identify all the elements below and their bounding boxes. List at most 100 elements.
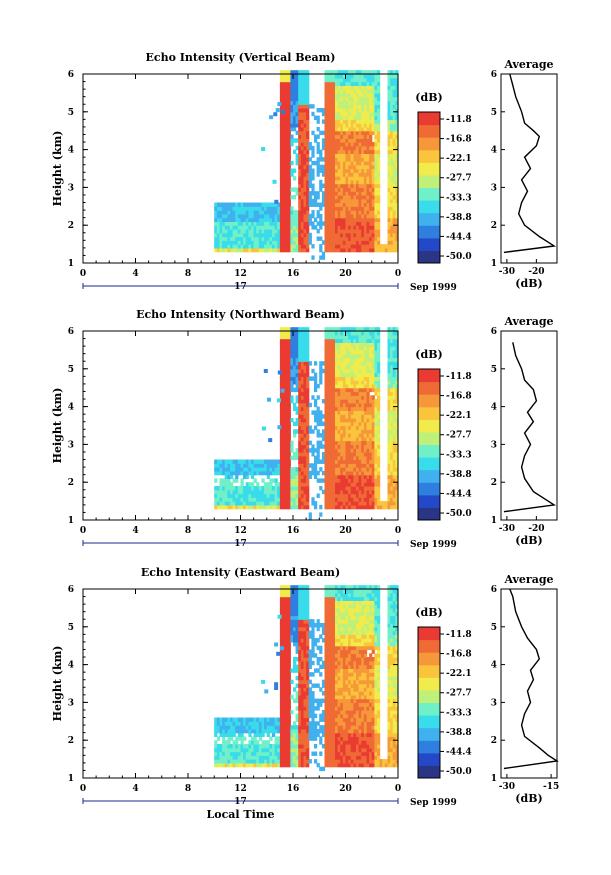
- heatmap-cell: [348, 504, 352, 510]
- heatmap-cell: [243, 747, 247, 753]
- heatmap-cell: [350, 410, 354, 415]
- heatmap-cell: [224, 206, 228, 211]
- heatmap-cell: [369, 115, 373, 120]
- heatmap-cell: [306, 213, 310, 219]
- heatmap-cell: [266, 732, 270, 737]
- heatmap-cell: [279, 206, 284, 211]
- heatmap-cell: [377, 206, 381, 211]
- heatmap-cell: [285, 229, 289, 234]
- heatmap-cell: [371, 119, 375, 124]
- heatmap-cell: [348, 444, 352, 449]
- heatmap-cell: [345, 179, 349, 185]
- heatmap-cell: [232, 236, 236, 241]
- heatmap-cell: [306, 134, 310, 139]
- heatmap-cell: [303, 123, 307, 128]
- heatmap-cell: [332, 77, 336, 83]
- heatmap-cell: [272, 206, 276, 211]
- heatmap-cell: [361, 406, 365, 411]
- heatmap-cell: [382, 504, 386, 510]
- heatmap-cell: [369, 172, 373, 177]
- heatmap-cell: [282, 365, 286, 370]
- heatmap-cell: [279, 607, 284, 613]
- heatmap-cell: [390, 202, 394, 207]
- heatmap-cell: [329, 361, 333, 366]
- heatmap-cell: [285, 232, 289, 238]
- heatmap-cell: [366, 342, 370, 347]
- heatmap-cell: [350, 448, 354, 453]
- heatmap-cell: [256, 751, 260, 756]
- heatmap-cell: [342, 153, 347, 158]
- heatmap-cell: [235, 229, 239, 234]
- heatmap-cell: [300, 372, 305, 377]
- heatmap-cell: [248, 467, 252, 472]
- heatmap-cell: [345, 327, 349, 332]
- heatmap-cell: [392, 96, 396, 102]
- heatmap-cell: [300, 410, 305, 415]
- heatmap-cell: [337, 172, 341, 177]
- heatmap-cell: [253, 202, 257, 207]
- heatmap-cell: [321, 198, 326, 204]
- heatmap-cell: [329, 342, 333, 347]
- heatmap-cell: [337, 240, 341, 245]
- heatmap-cell: [335, 149, 339, 154]
- heatmap-cell: [287, 417, 291, 423]
- heatmap-cell: [272, 755, 276, 760]
- heatmap-cell: [332, 395, 336, 400]
- heatmap-cell: [358, 138, 362, 143]
- heatmap-cell: [248, 482, 252, 487]
- heatmap-cell: [248, 244, 252, 249]
- heatmap-cell: [316, 134, 320, 139]
- heatmap-cell: [261, 247, 265, 253]
- heatmap-cell: [395, 195, 399, 200]
- heatmap-cell: [266, 210, 270, 215]
- heatmap-cell: [279, 698, 284, 703]
- heatmap-cell: [295, 232, 299, 238]
- heatmap-cell: [324, 467, 328, 472]
- heatmap-cell: [369, 153, 373, 158]
- heatmap-cell: [279, 338, 284, 343]
- heatmap-cell: [395, 395, 399, 400]
- heatmap-cell: [298, 331, 302, 336]
- heatmap-cell: [300, 463, 305, 468]
- heatmap-cell: [361, 202, 365, 207]
- heatmap-cell: [332, 489, 336, 495]
- heatmap-cell: [290, 338, 294, 343]
- heatmap-cell: [356, 172, 360, 177]
- heatmap-cell: [395, 493, 399, 498]
- heatmap-cell: [340, 436, 344, 442]
- heatmap-cell: [261, 232, 265, 238]
- heatmap-cell: [295, 244, 299, 249]
- heatmap-cell: [290, 100, 294, 105]
- heatmap-cell: [345, 115, 349, 120]
- heatmap-cell: [392, 168, 396, 173]
- heatmap-cell: [324, 108, 328, 113]
- heatmap-cell: [356, 123, 360, 128]
- heatmap-cell: [282, 619, 286, 624]
- heatmap-cell: [282, 486, 286, 491]
- heatmap-cell: [274, 744, 278, 749]
- heatmap-cell: [358, 187, 362, 192]
- heatmap-cell: [285, 172, 289, 177]
- heatmap-cell: [340, 172, 344, 177]
- heatmap-cell: [306, 92, 310, 98]
- heatmap-cell: [214, 217, 218, 222]
- heatmap-cell: [293, 346, 297, 351]
- heatmap-cell: [274, 751, 278, 756]
- heatmap-cell: [363, 164, 368, 170]
- heatmap-cell: [287, 179, 291, 185]
- heatmap-cell: [342, 244, 347, 249]
- heatmap-cell: [300, 160, 305, 166]
- heatmap-cell: [235, 247, 239, 253]
- heatmap-cell: [303, 406, 307, 411]
- heatmap-cell: [279, 395, 284, 400]
- heatmap-cell: [369, 478, 373, 483]
- heatmap-cell: [300, 172, 305, 177]
- heatmap-cell: [366, 433, 370, 438]
- heatmap-cell: [390, 229, 394, 234]
- heatmap-cell: [243, 470, 247, 476]
- heatmap-cell: [290, 187, 294, 192]
- heatmap-cell: [285, 126, 289, 132]
- heatmap-cell: [253, 504, 257, 510]
- heatmap-cell: [272, 762, 276, 768]
- heatmap-cell: [363, 195, 368, 200]
